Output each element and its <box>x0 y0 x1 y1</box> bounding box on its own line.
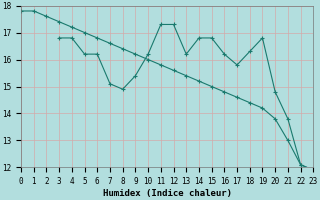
X-axis label: Humidex (Indice chaleur): Humidex (Indice chaleur) <box>103 189 232 198</box>
